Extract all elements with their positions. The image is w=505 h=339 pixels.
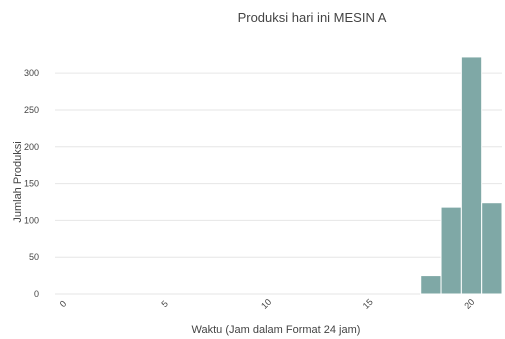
y-tick-label: 300 bbox=[24, 68, 39, 78]
x-tick-label: 15 bbox=[361, 297, 375, 311]
y-tick-label: 0 bbox=[34, 289, 39, 299]
x-axis-title: Waktu (Jam dalam Format 24 jam) bbox=[192, 324, 361, 336]
y-tick-label: 250 bbox=[24, 105, 39, 115]
bar[interactable] bbox=[460, 56, 483, 295]
bar[interactable] bbox=[481, 202, 503, 295]
y-tick-label: 150 bbox=[24, 179, 39, 189]
y-tick-label: 100 bbox=[24, 215, 39, 225]
gridlines bbox=[55, 72, 502, 295]
bar[interactable] bbox=[440, 206, 462, 295]
y-axis-title: Jumlah Produksi bbox=[12, 141, 24, 222]
bars bbox=[420, 56, 503, 295]
x-tick-labels: 0 5 10 15 20 bbox=[58, 297, 477, 311]
bar[interactable] bbox=[420, 275, 442, 295]
chart-title: Produksi hari ini MESIN A bbox=[238, 10, 387, 25]
x-tick-label: 5 bbox=[159, 299, 170, 310]
x-tick-label: 0 bbox=[58, 299, 69, 310]
x-tick-label: 10 bbox=[259, 297, 273, 311]
y-tick-labels: 0 50 100 150 200 250 300 bbox=[24, 68, 39, 299]
y-tick-label: 50 bbox=[29, 252, 39, 262]
x-tick-label: 20 bbox=[462, 297, 476, 311]
y-tick-label: 200 bbox=[24, 142, 39, 152]
